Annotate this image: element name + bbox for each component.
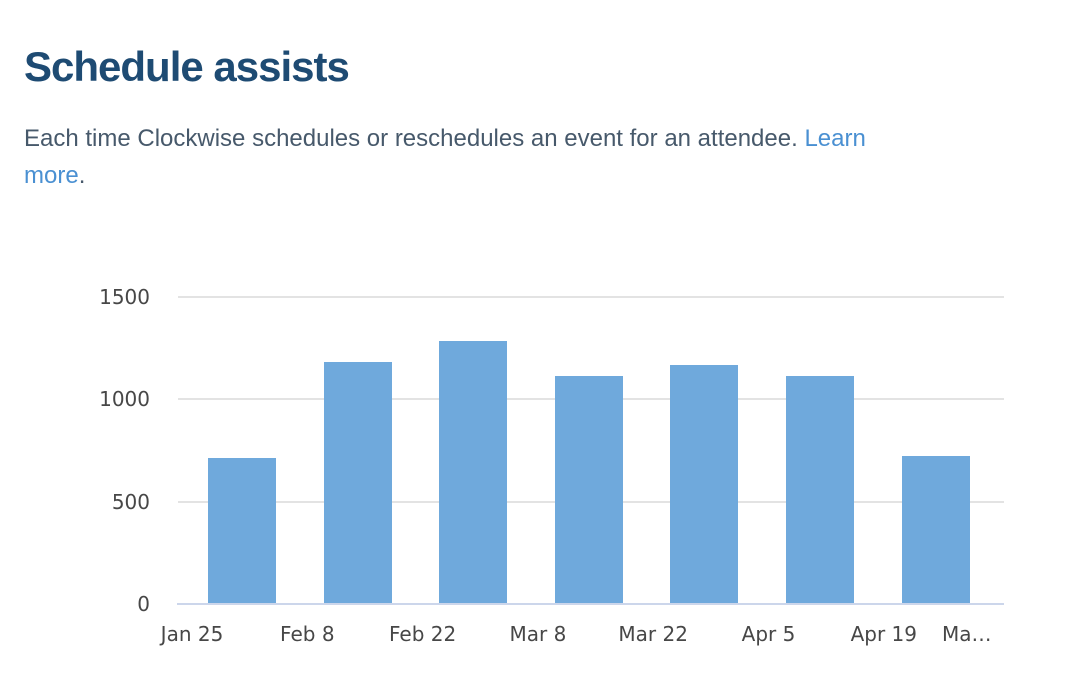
bar-feb-8[interactable] — [323, 362, 392, 604]
x-axis-label-feb-22: Feb 22 — [388, 622, 457, 646]
learn-more-link[interactable]: Learn more — [24, 125, 866, 189]
x-axis-label-mar-8: Mar 8 — [509, 622, 567, 646]
x-axis-label-apr-5: Apr 5 — [741, 622, 796, 646]
bar-mar-22[interactable] — [670, 364, 739, 604]
y-axis-label-500: 500 — [111, 489, 150, 514]
y-gridline-1500 — [178, 296, 1004, 298]
description-period: . — [78, 162, 86, 189]
x-axis-line — [177, 603, 1004, 605]
x-axis-label-jan-25: Jan 25 — [160, 622, 224, 646]
bar-feb-22[interactable] — [439, 341, 508, 604]
y-axis-label-1500: 1500 — [99, 285, 150, 309]
bar-mar-8[interactable] — [554, 375, 623, 604]
x-axis-label-truncated: Ma… — [942, 622, 992, 646]
x-axis-label-mar-22: Mar 22 — [618, 622, 688, 646]
x-axis-label-apr-19: Apr 19 — [850, 622, 917, 646]
y-axis-label-0: 0 — [137, 592, 150, 616]
page-title: Schedule assists — [24, 43, 350, 90]
x-axis-label-feb-8: Feb 8 — [280, 622, 335, 646]
page-description: Each time Clockwise schedules or resched… — [24, 120, 1036, 194]
description-text: Each time Clockwise schedules or resched… — [24, 125, 798, 152]
bar-jan-25[interactable] — [208, 457, 276, 604]
learn-more-line1: Learn — [804, 125, 866, 152]
bar-apr-5[interactable] — [786, 375, 854, 604]
bar-apr-19[interactable] — [901, 455, 970, 604]
learn-more-line2: more — [24, 162, 79, 189]
y-axis-label-1000: 1000 — [99, 387, 150, 412]
